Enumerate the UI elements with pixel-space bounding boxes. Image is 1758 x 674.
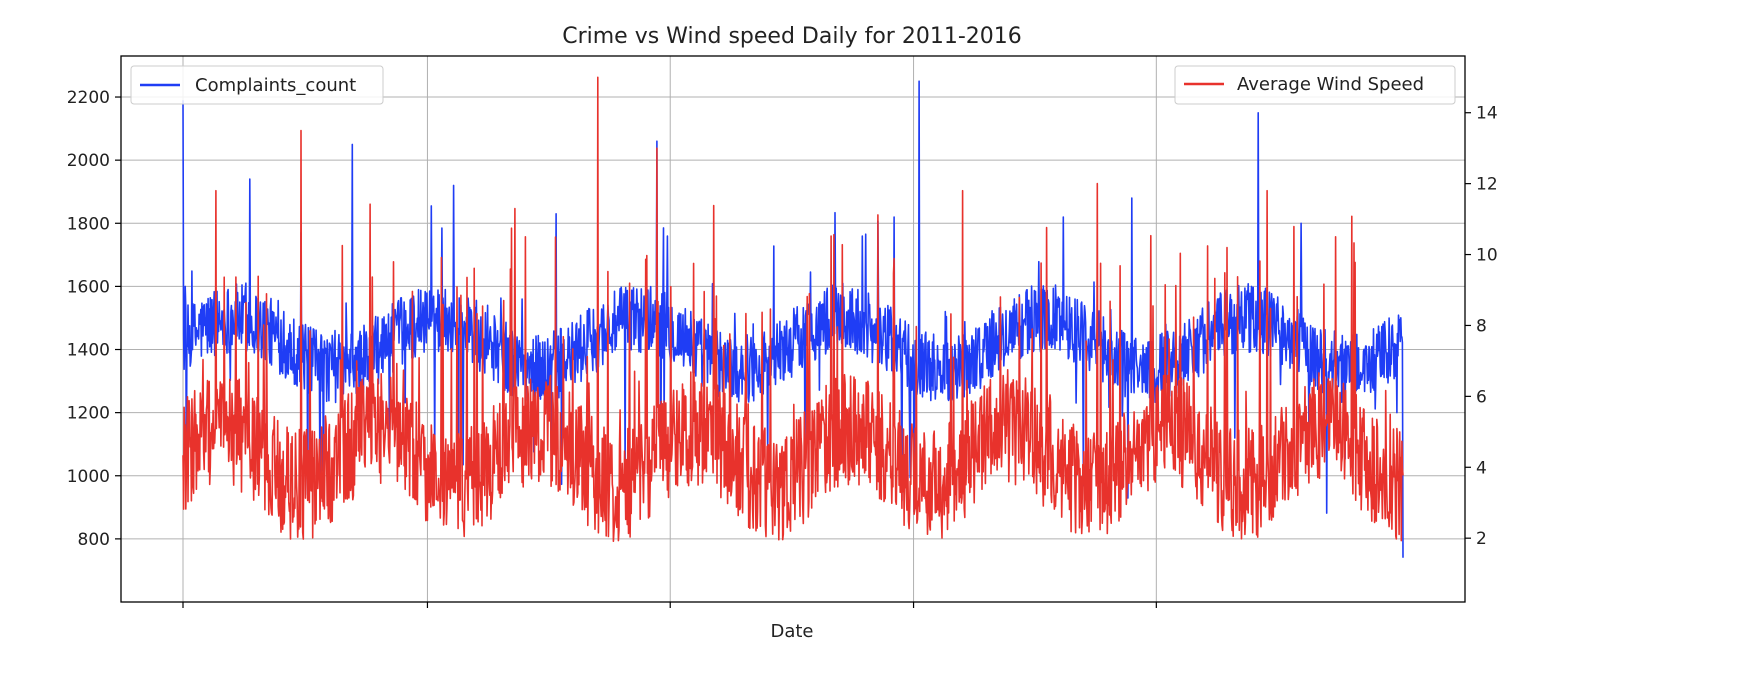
- left-tick-label: 800: [78, 530, 110, 550]
- x-axis: [182, 602, 1157, 608]
- x-axis-label: Date: [770, 621, 813, 642]
- legend-right: Average Wind Speed: [1174, 65, 1456, 105]
- right-tick-label: 4: [1476, 458, 1487, 478]
- left-tick-label: 1200: [67, 404, 110, 424]
- legend-left-label: Complaints_count: [195, 75, 356, 96]
- series-layer: [182, 76, 1404, 558]
- plot-frame: [120, 55, 1466, 603]
- left-axis: 800 1000 1200 1400 1600 1800 2000 2200: [67, 88, 121, 550]
- right-axis: 2 4 6 8 10 12 14: [1465, 104, 1498, 549]
- series-line-average-wind-speed: [182, 76, 1404, 543]
- right-tick-label: 2: [1476, 529, 1487, 549]
- legend-right-box: [1174, 65, 1456, 105]
- left-tick-label: 1600: [67, 277, 110, 297]
- left-tick-label: 1800: [67, 214, 110, 234]
- right-tick-label: 8: [1476, 316, 1487, 336]
- legend-left-box: [130, 65, 384, 105]
- legend-right-label: Average Wind Speed: [1237, 74, 1424, 95]
- legend-left: Complaints_count: [130, 65, 384, 105]
- right-tick-label: 14: [1476, 104, 1498, 124]
- left-tick-label: 2000: [67, 151, 110, 171]
- left-tick-label: 1400: [67, 341, 110, 361]
- right-tick-label: 6: [1476, 387, 1487, 407]
- left-tick-label: 1000: [67, 467, 110, 487]
- chart-title: Crime vs Wind speed Daily for 2011-2016: [562, 24, 1022, 49]
- right-tick-label: 12: [1476, 175, 1498, 195]
- series-line-complaints-count: [182, 80, 1404, 558]
- left-tick-label: 2200: [67, 88, 110, 108]
- right-tick-label: 10: [1476, 246, 1498, 266]
